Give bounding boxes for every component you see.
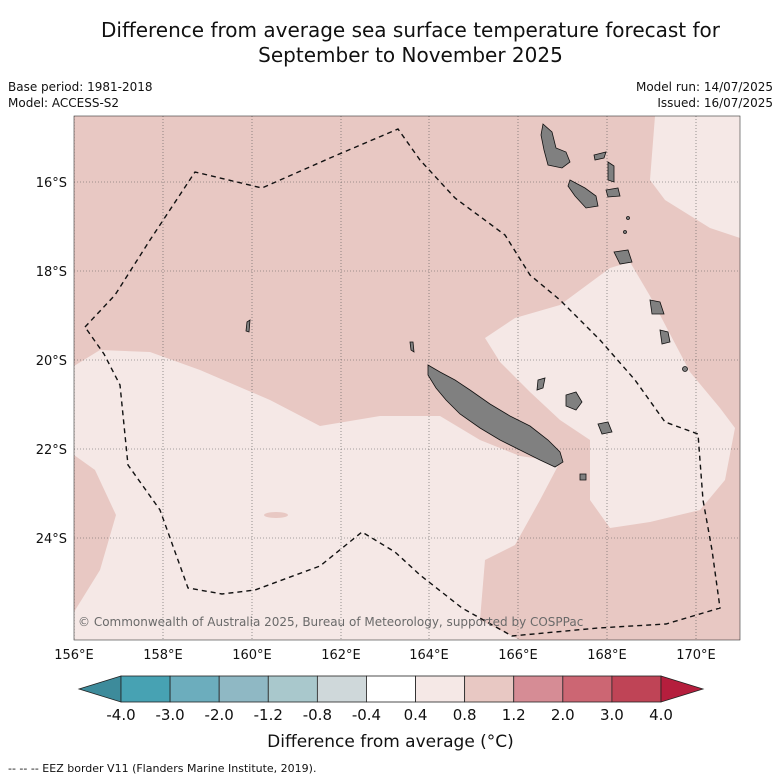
new-caledonia-land bbox=[427, 364, 564, 468]
vanuatu-ambae bbox=[593, 151, 607, 161]
graticule bbox=[74, 116, 740, 640]
colorbar-tick-label: 0.4 bbox=[404, 706, 428, 724]
chesterfield-islands bbox=[245, 319, 251, 333]
vanuatu-efate bbox=[613, 249, 633, 265]
latitude-label: 18°S bbox=[36, 265, 67, 280]
loyalty-islands-ouvea bbox=[536, 377, 546, 391]
latitude-label: 22°S bbox=[36, 443, 67, 458]
longitude-label: 158°E bbox=[143, 648, 183, 663]
anomaly-field-0-4-to-0-8-east bbox=[485, 262, 735, 528]
anomaly-field-0-8-to-1-2-west-strip bbox=[74, 455, 116, 612]
colorbar-swatch bbox=[513, 675, 564, 703]
latitude-label: 24°S bbox=[36, 532, 67, 547]
issued-date: Issued: 16/07/2025 bbox=[657, 96, 773, 110]
eez-legend-note: -- -- -- EEZ border V11 (Flanders Marine… bbox=[8, 762, 317, 775]
vanuatu-malekula bbox=[567, 179, 599, 209]
loyalty-islands-mare bbox=[597, 421, 613, 435]
map-title: Difference from average sea surface temp… bbox=[40, 18, 781, 68]
colorbar-tick-label: -0.4 bbox=[352, 706, 381, 724]
belep-islands bbox=[409, 341, 415, 353]
land-masses bbox=[245, 123, 688, 481]
base-period: Base period: 1981-2018 bbox=[8, 80, 153, 94]
colorbar-tick-label: 2.0 bbox=[551, 706, 575, 724]
anomaly-field-0-4-to-0-8-northeast bbox=[650, 116, 740, 238]
longitude-label: 164°E bbox=[409, 648, 449, 663]
colorbar-swatch bbox=[464, 675, 515, 703]
vanuatu-pentecost bbox=[607, 161, 615, 183]
longitude-label: 156°E bbox=[54, 648, 94, 663]
vanuatu-erromango bbox=[649, 299, 665, 315]
isle-of-pines bbox=[579, 473, 587, 481]
colorbar-extend-low bbox=[77, 675, 122, 703]
small-islet bbox=[623, 230, 627, 234]
colorbar-extend-high bbox=[660, 675, 705, 703]
colorbar-swatch bbox=[267, 675, 318, 703]
latitude-labels: 16°S 18°S 20°S 22°S 24°S bbox=[36, 176, 67, 547]
colorbar-tick-label: -3.0 bbox=[155, 706, 184, 724]
longitude-label: 168°E bbox=[587, 648, 627, 663]
anomaly-patch bbox=[264, 512, 288, 518]
colorbar-title: Difference from average (°C) bbox=[267, 732, 514, 752]
loyalty-islands-lifou bbox=[565, 391, 583, 411]
longitude-label: 160°E bbox=[232, 648, 272, 663]
model-run: Model run: 14/07/2025 bbox=[635, 80, 773, 94]
colorbar-tick-label: 4.0 bbox=[649, 706, 673, 724]
colorbar-swatch bbox=[316, 675, 367, 703]
map-frame bbox=[73, 115, 741, 641]
colorbar-swatch bbox=[218, 675, 269, 703]
vanuatu-espiritu-santo bbox=[540, 123, 571, 169]
map-panel bbox=[74, 116, 740, 640]
model-name: Model: ACCESS-S2 bbox=[8, 96, 120, 110]
colorbar-tick-label: -2.0 bbox=[205, 706, 234, 724]
longitude-label: 170°E bbox=[676, 648, 716, 663]
colorbar-swatch bbox=[366, 675, 416, 703]
aneityum-island bbox=[682, 366, 688, 372]
colorbar-tick-label: 0.8 bbox=[453, 706, 477, 724]
colorbar-swatch bbox=[611, 675, 662, 703]
longitude-label: 166°E bbox=[498, 648, 538, 663]
colorbar: -4.0 -3.0 -2.0 -1.2 -0.8 -0.4 0.4 0.8 1.2 2.0 3.0 4… bbox=[77, 675, 705, 724]
colorbar-tick-label: -0.8 bbox=[303, 706, 332, 724]
title-line-1: Difference from average sea surface temp… bbox=[100, 18, 720, 42]
colorbar-tick-label: 1.2 bbox=[502, 706, 526, 724]
colorbar-swatch bbox=[169, 675, 220, 703]
small-islet bbox=[626, 216, 630, 220]
colorbar-tick-label: -4.0 bbox=[106, 706, 135, 724]
latitude-label: 20°S bbox=[36, 354, 67, 369]
longitude-label: 162°E bbox=[321, 648, 361, 663]
latitude-label: 16°S bbox=[36, 176, 67, 191]
colorbar-tick-label: 3.0 bbox=[600, 706, 624, 724]
vanuatu-tanna bbox=[659, 329, 671, 345]
title-line-2: September to November 2025 bbox=[258, 43, 563, 67]
anomaly-field-0-4-to-0-8-southwest bbox=[74, 350, 560, 640]
colorbar-swatch bbox=[120, 675, 171, 703]
colorbar-tick-label: -1.2 bbox=[254, 706, 283, 724]
longitude-labels: 156°E 158°E 160°E 162°E 164°E 166°E 168°E 170°E bbox=[54, 648, 716, 663]
vanuatu-ambrym bbox=[605, 187, 621, 198]
copyright-notice: © Commonwealth of Australia 2025, Bureau… bbox=[78, 615, 583, 629]
eez-border bbox=[84, 128, 721, 637]
meta-right: Model run: 14/07/2025 Issued: 16/07/2025 bbox=[636, 79, 773, 111]
colorbar-swatch bbox=[562, 675, 613, 703]
colorbar-swatch bbox=[415, 675, 466, 703]
meta-left: Base period: 1981-2018 Model: ACCESS-S2 bbox=[8, 79, 153, 111]
